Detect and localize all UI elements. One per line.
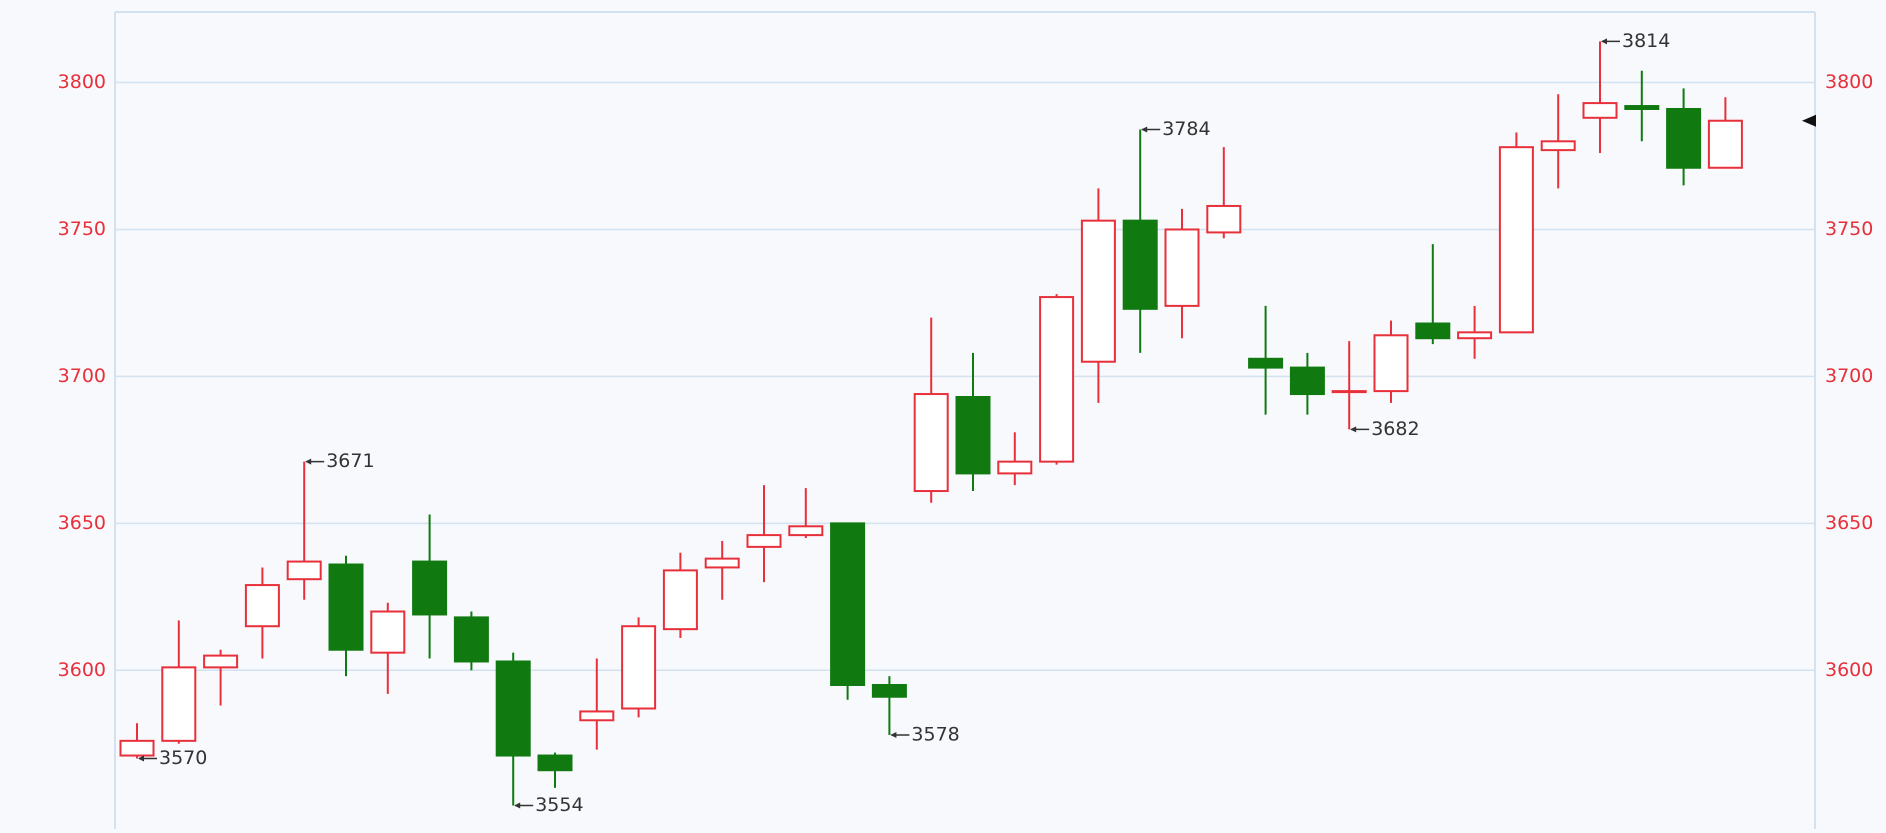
annotation-label: 3578 [911, 723, 959, 745]
candle-body [830, 522, 866, 686]
candle-body [621, 625, 657, 710]
candle-body [1666, 107, 1702, 169]
annotation-arrowhead [890, 731, 897, 738]
candle-body [955, 395, 991, 475]
annotation-arrowhead [138, 755, 144, 762]
annotation-arrowhead [1350, 426, 1357, 433]
annotation-arrowhead [1141, 126, 1148, 133]
y-tick-label: 3650 [58, 512, 106, 534]
candle-body [453, 616, 489, 663]
y2-tick-label: 3750 [1825, 218, 1873, 240]
candle-body [871, 683, 907, 698]
candle-body [1582, 102, 1618, 119]
candle-body [1457, 331, 1493, 340]
candle-body [1415, 322, 1451, 340]
annotation-arrowhead [305, 458, 312, 465]
y2-tick-label: 3700 [1825, 365, 1873, 387]
candle-body [1707, 119, 1743, 169]
candle-body [286, 560, 322, 581]
candle-body [1080, 219, 1116, 363]
annotation-label: 3554 [535, 794, 583, 816]
candle-body [203, 654, 239, 669]
candle-body [1540, 140, 1576, 152]
candle-body [328, 563, 364, 651]
y-tick-label: 3600 [58, 659, 106, 681]
candle-body [746, 534, 782, 548]
annotation-label: 3814 [1622, 30, 1670, 52]
candle-body [1624, 105, 1660, 110]
y-tick-label: 3800 [58, 71, 106, 93]
candle-body [579, 710, 615, 722]
candle-body [244, 584, 280, 628]
candle-body [1206, 204, 1242, 234]
candle-body [370, 610, 406, 654]
last-price-marker [1802, 114, 1816, 127]
annotation-label: 3784 [1162, 118, 1210, 140]
candle-body [1289, 366, 1325, 396]
candle-body [1331, 390, 1367, 394]
annotation-label: 3671 [326, 450, 374, 472]
y-tick-label: 3750 [58, 218, 106, 240]
candle-body [1122, 219, 1158, 310]
y2-tick-label: 3800 [1825, 71, 1873, 93]
candle-body [119, 739, 155, 757]
annotation-label: 3570 [159, 747, 207, 769]
candle-body [161, 666, 197, 742]
y2-tick-label: 3600 [1825, 659, 1873, 681]
candle-body [1039, 296, 1075, 463]
candle-body [495, 660, 531, 757]
annotation-arrowhead [1601, 38, 1607, 45]
candle-body [913, 393, 949, 493]
candle-body [788, 525, 824, 537]
annotation-label: 3682 [1371, 418, 1419, 440]
annotation-arrowhead [514, 802, 521, 809]
candle-body [537, 754, 573, 772]
y-tick-label: 3700 [58, 365, 106, 387]
candle-body [1248, 357, 1284, 369]
candle-body [412, 560, 448, 616]
candle-body [662, 569, 698, 631]
candle-body [704, 557, 740, 569]
candle-body [1498, 146, 1534, 334]
candle-body [1164, 228, 1200, 307]
candle-body [997, 460, 1033, 475]
y2-tick-label: 3650 [1825, 512, 1873, 534]
candle-body [1373, 334, 1409, 393]
